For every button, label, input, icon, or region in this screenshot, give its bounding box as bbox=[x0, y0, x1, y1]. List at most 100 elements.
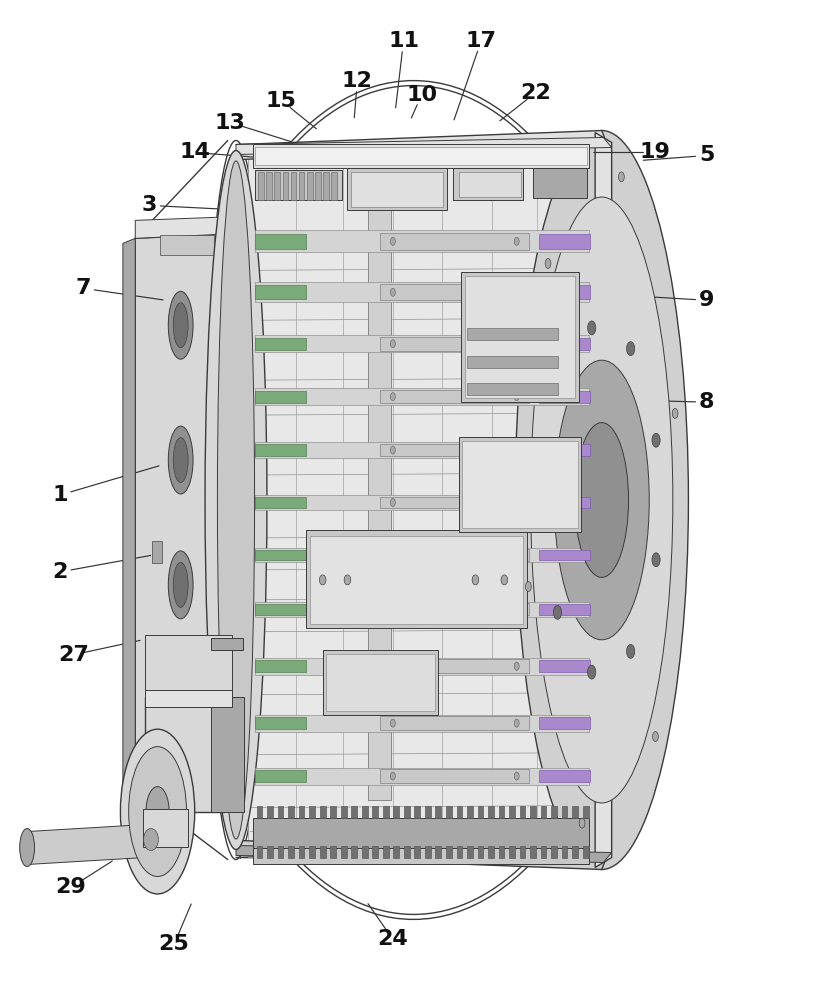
Ellipse shape bbox=[514, 499, 519, 506]
FancyBboxPatch shape bbox=[425, 846, 431, 858]
FancyBboxPatch shape bbox=[467, 328, 558, 340]
Ellipse shape bbox=[168, 551, 193, 619]
Text: 3: 3 bbox=[141, 195, 157, 215]
FancyBboxPatch shape bbox=[459, 172, 521, 197]
FancyBboxPatch shape bbox=[539, 338, 590, 350]
FancyBboxPatch shape bbox=[394, 806, 399, 818]
FancyBboxPatch shape bbox=[380, 284, 529, 300]
Ellipse shape bbox=[514, 662, 519, 670]
FancyBboxPatch shape bbox=[323, 650, 438, 715]
FancyBboxPatch shape bbox=[146, 635, 232, 690]
FancyBboxPatch shape bbox=[255, 147, 587, 165]
FancyBboxPatch shape bbox=[404, 846, 409, 858]
FancyBboxPatch shape bbox=[252, 848, 590, 864]
Ellipse shape bbox=[168, 291, 193, 359]
FancyBboxPatch shape bbox=[380, 233, 529, 250]
FancyBboxPatch shape bbox=[323, 172, 328, 200]
FancyBboxPatch shape bbox=[275, 172, 280, 200]
FancyBboxPatch shape bbox=[551, 846, 557, 858]
FancyBboxPatch shape bbox=[255, 444, 306, 456]
FancyBboxPatch shape bbox=[446, 806, 452, 818]
FancyBboxPatch shape bbox=[252, 818, 590, 848]
Ellipse shape bbox=[472, 575, 479, 585]
Text: 22: 22 bbox=[520, 83, 551, 103]
FancyBboxPatch shape bbox=[255, 442, 590, 458]
FancyBboxPatch shape bbox=[211, 638, 242, 650]
FancyBboxPatch shape bbox=[341, 846, 347, 858]
FancyBboxPatch shape bbox=[394, 846, 399, 858]
FancyBboxPatch shape bbox=[583, 846, 589, 858]
FancyBboxPatch shape bbox=[255, 770, 306, 782]
FancyBboxPatch shape bbox=[255, 660, 306, 672]
FancyBboxPatch shape bbox=[562, 846, 567, 858]
Text: 7: 7 bbox=[75, 278, 91, 298]
FancyBboxPatch shape bbox=[252, 144, 590, 168]
Ellipse shape bbox=[20, 829, 35, 866]
FancyBboxPatch shape bbox=[380, 390, 529, 403]
FancyBboxPatch shape bbox=[320, 846, 326, 858]
FancyBboxPatch shape bbox=[380, 716, 529, 730]
Ellipse shape bbox=[390, 288, 395, 296]
FancyBboxPatch shape bbox=[255, 495, 590, 510]
FancyBboxPatch shape bbox=[380, 337, 529, 351]
Text: 12: 12 bbox=[342, 71, 373, 91]
FancyBboxPatch shape bbox=[290, 172, 296, 200]
Ellipse shape bbox=[514, 393, 519, 401]
FancyBboxPatch shape bbox=[330, 806, 336, 818]
FancyBboxPatch shape bbox=[299, 846, 304, 858]
Ellipse shape bbox=[390, 237, 395, 245]
FancyBboxPatch shape bbox=[299, 172, 304, 200]
FancyBboxPatch shape bbox=[288, 806, 294, 818]
Ellipse shape bbox=[390, 719, 395, 727]
FancyBboxPatch shape bbox=[509, 846, 515, 858]
FancyBboxPatch shape bbox=[380, 603, 529, 615]
Ellipse shape bbox=[619, 172, 624, 182]
Ellipse shape bbox=[627, 342, 635, 356]
FancyBboxPatch shape bbox=[326, 654, 435, 711]
Ellipse shape bbox=[390, 446, 395, 454]
FancyBboxPatch shape bbox=[457, 806, 462, 818]
FancyBboxPatch shape bbox=[562, 806, 567, 818]
Ellipse shape bbox=[525, 582, 531, 592]
Ellipse shape bbox=[390, 499, 395, 506]
Text: 11: 11 bbox=[388, 31, 419, 51]
Ellipse shape bbox=[390, 393, 395, 401]
Text: 8: 8 bbox=[699, 392, 715, 412]
FancyBboxPatch shape bbox=[380, 769, 529, 783]
Polygon shape bbox=[238, 131, 608, 159]
FancyBboxPatch shape bbox=[453, 168, 523, 200]
FancyBboxPatch shape bbox=[256, 806, 262, 818]
FancyBboxPatch shape bbox=[211, 697, 244, 812]
Text: 24: 24 bbox=[377, 929, 409, 949]
Text: 5: 5 bbox=[699, 145, 715, 165]
FancyBboxPatch shape bbox=[255, 335, 590, 352]
FancyBboxPatch shape bbox=[499, 846, 504, 858]
FancyBboxPatch shape bbox=[255, 285, 306, 299]
FancyBboxPatch shape bbox=[539, 660, 590, 672]
FancyBboxPatch shape bbox=[465, 276, 576, 398]
FancyBboxPatch shape bbox=[160, 235, 213, 255]
FancyBboxPatch shape bbox=[467, 846, 473, 858]
Ellipse shape bbox=[531, 197, 673, 803]
FancyBboxPatch shape bbox=[539, 497, 590, 508]
FancyBboxPatch shape bbox=[414, 846, 420, 858]
Ellipse shape bbox=[514, 446, 519, 454]
FancyBboxPatch shape bbox=[404, 806, 409, 818]
FancyBboxPatch shape bbox=[488, 806, 494, 818]
Text: 25: 25 bbox=[159, 934, 189, 954]
Polygon shape bbox=[136, 790, 240, 810]
FancyBboxPatch shape bbox=[143, 809, 188, 847]
Ellipse shape bbox=[545, 258, 551, 268]
FancyBboxPatch shape bbox=[539, 391, 590, 403]
FancyBboxPatch shape bbox=[299, 806, 304, 818]
Ellipse shape bbox=[173, 303, 188, 348]
FancyBboxPatch shape bbox=[255, 550, 306, 560]
FancyBboxPatch shape bbox=[255, 604, 306, 615]
Polygon shape bbox=[238, 841, 608, 869]
FancyBboxPatch shape bbox=[539, 444, 590, 456]
Ellipse shape bbox=[344, 575, 351, 585]
Ellipse shape bbox=[514, 551, 519, 559]
FancyBboxPatch shape bbox=[283, 172, 289, 200]
FancyBboxPatch shape bbox=[380, 497, 529, 508]
FancyBboxPatch shape bbox=[539, 717, 590, 729]
